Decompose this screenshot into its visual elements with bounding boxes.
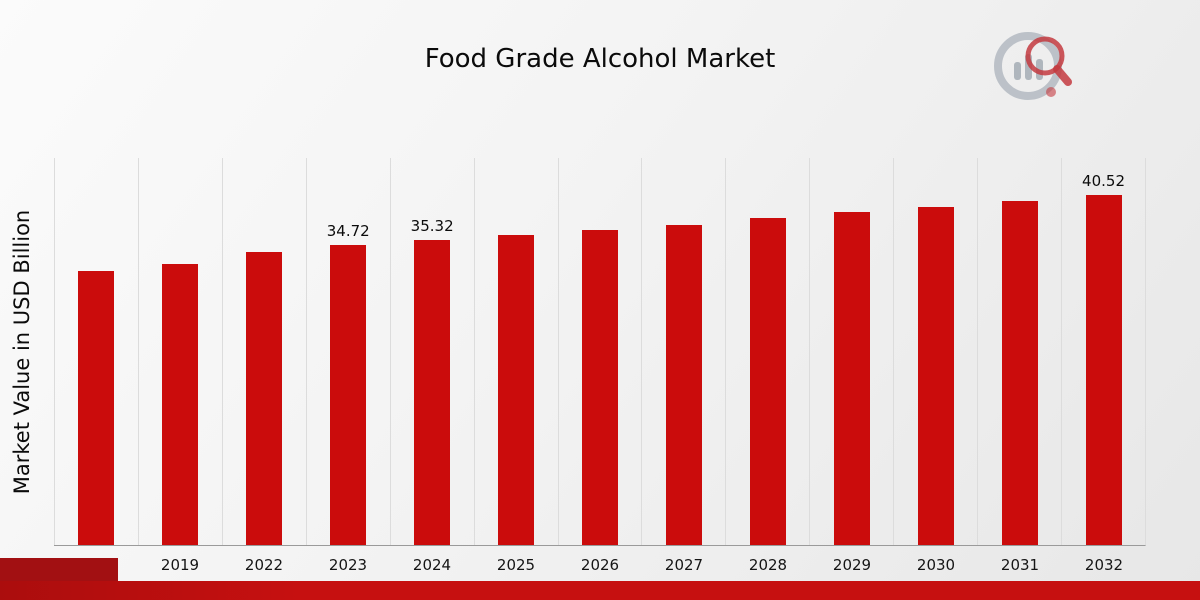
chart-title: Food Grade Alcohol Market (424, 44, 776, 74)
y-axis-label: Market Value in USD Billion (10, 209, 34, 495)
x-axis-tick-label: 2025 (496, 556, 536, 574)
x-axis-tick-label: 2019 (160, 556, 200, 574)
plot-area: 34.72 35.32 40.52 (54, 158, 1146, 546)
bar (1001, 201, 1038, 545)
x-axis-tick-label: 2023 (328, 556, 368, 574)
footer-ribbon-strip (0, 581, 1200, 600)
bar-column: 35.32 (389, 158, 474, 545)
bar-column (473, 158, 558, 545)
magnifier-lens-icon (1025, 36, 1065, 76)
bar (78, 271, 115, 545)
bar-value-label: 40.52 (1082, 171, 1125, 190)
x-axis-tick-label: 2024 (412, 556, 452, 574)
bar (414, 239, 451, 545)
bar (749, 218, 786, 545)
bar-value-label: 35.32 (410, 216, 454, 235)
logo-bar-icon (1014, 62, 1021, 80)
bar (665, 224, 702, 545)
x-axis-tick-label: 2026 (580, 556, 620, 574)
bar (246, 252, 283, 545)
bar-column (221, 158, 306, 545)
x-axis-tick-label: 2032 (1084, 556, 1124, 574)
bar-column (809, 158, 893, 545)
bar (581, 229, 618, 545)
bar-column: 40.52 (1061, 158, 1145, 545)
x-axis-tick-label: 2029 (832, 556, 872, 574)
bar (498, 234, 535, 545)
x-axis-tick-label: 2031 (1000, 556, 1040, 574)
bar-column (977, 158, 1061, 545)
magnifier-handle-icon (1053, 65, 1072, 86)
x-axis-labels: 2018201920222023202420252026202720282029… (54, 556, 1146, 574)
bar-column (725, 158, 809, 545)
logo-dot-icon (1046, 87, 1056, 97)
x-axis-tick-label: 2027 (664, 556, 704, 574)
bar (162, 264, 199, 545)
brand-logo-icon (994, 32, 1072, 100)
x-axis-tick-label: 2030 (916, 556, 956, 574)
bar-column (557, 158, 642, 545)
bar (330, 245, 367, 545)
bar-column (893, 158, 977, 545)
bar-column (641, 158, 725, 545)
bar (1085, 194, 1122, 545)
bar-column: 34.72 (305, 158, 390, 545)
footer-ribbon-block (0, 558, 118, 581)
bar-column (137, 158, 222, 545)
bar (917, 207, 954, 545)
x-axis-tick-label: 2022 (244, 556, 284, 574)
bar-column (54, 158, 138, 545)
x-axis-tick-label: 2028 (748, 556, 788, 574)
bar (833, 211, 870, 545)
bar-value-label: 34.72 (326, 222, 370, 241)
